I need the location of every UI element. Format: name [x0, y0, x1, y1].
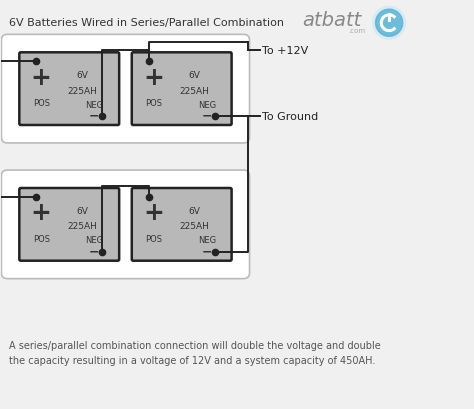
- FancyBboxPatch shape: [1, 171, 249, 279]
- Text: A series/parallel combination connection will double the voltage and double
the : A series/parallel combination connection…: [9, 340, 381, 364]
- Text: To Ground: To Ground: [262, 112, 319, 121]
- Text: +: +: [143, 201, 164, 225]
- Text: −: −: [89, 109, 100, 122]
- Text: POS: POS: [33, 234, 50, 243]
- Text: 225AH: 225AH: [179, 222, 209, 231]
- Polygon shape: [375, 10, 403, 37]
- Text: To +12V: To +12V: [262, 46, 309, 56]
- Text: 6V: 6V: [188, 207, 200, 216]
- FancyBboxPatch shape: [19, 189, 119, 261]
- Text: 225AH: 225AH: [67, 86, 97, 95]
- FancyBboxPatch shape: [132, 53, 232, 126]
- Text: −: −: [89, 245, 100, 258]
- Text: POS: POS: [145, 234, 162, 243]
- FancyBboxPatch shape: [1, 35, 249, 144]
- FancyBboxPatch shape: [19, 53, 119, 126]
- Text: NEG: NEG: [85, 100, 103, 109]
- Text: 225AH: 225AH: [179, 86, 209, 95]
- Text: NEG: NEG: [198, 236, 216, 245]
- Text: +: +: [143, 65, 164, 90]
- Text: POS: POS: [145, 99, 162, 108]
- Text: POS: POS: [33, 99, 50, 108]
- Text: 6V: 6V: [188, 71, 200, 80]
- Text: 225AH: 225AH: [67, 222, 97, 231]
- FancyBboxPatch shape: [132, 189, 232, 261]
- Text: .com: .com: [348, 27, 365, 34]
- Text: −: −: [201, 109, 212, 122]
- Text: atbatt: atbatt: [302, 11, 361, 30]
- Text: +: +: [31, 65, 52, 90]
- Text: NEG: NEG: [85, 236, 103, 245]
- Text: 6V: 6V: [76, 71, 88, 80]
- Polygon shape: [373, 7, 406, 40]
- Text: 6V: 6V: [76, 207, 88, 216]
- Text: +: +: [31, 201, 52, 225]
- Text: NEG: NEG: [198, 100, 216, 109]
- Text: −: −: [201, 245, 212, 258]
- Text: 6V Batteries Wired in Series/Parallel Combination: 6V Batteries Wired in Series/Parallel Co…: [9, 18, 284, 28]
